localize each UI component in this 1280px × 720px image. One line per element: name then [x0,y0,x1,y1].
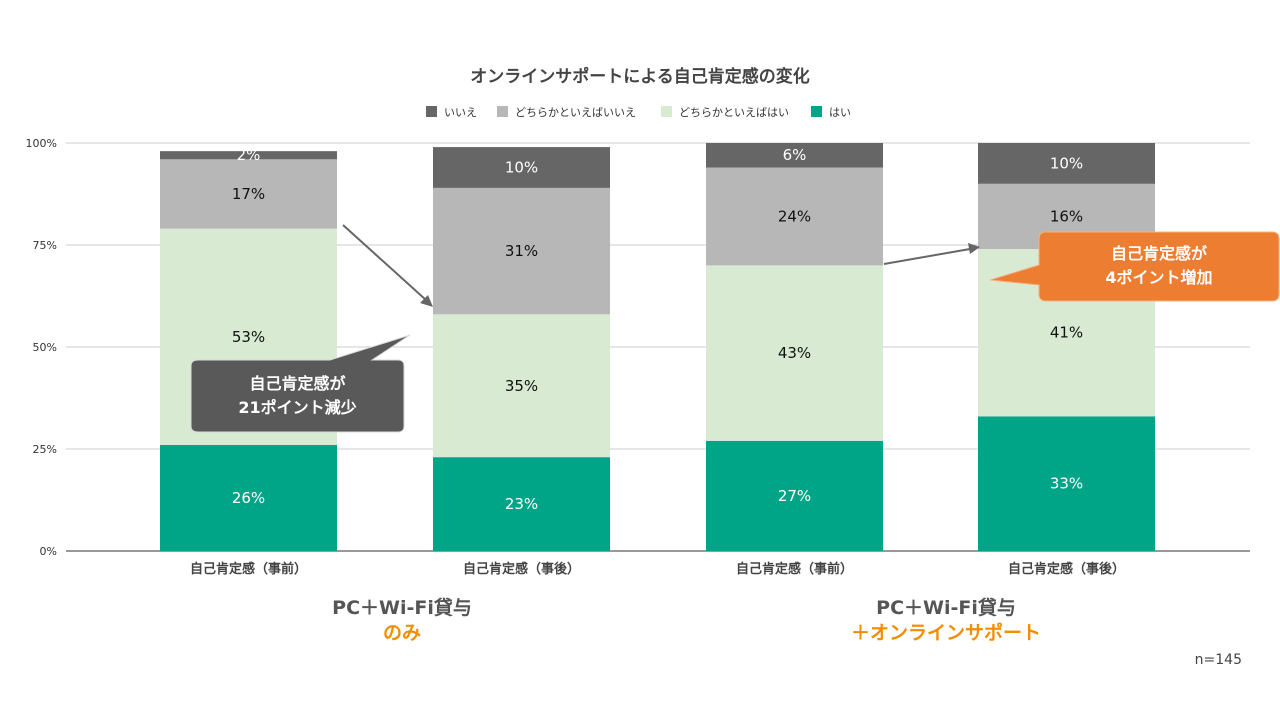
data-label: 53% [232,328,265,346]
callout-increase-line1: 自己肯定感が [1110,244,1207,263]
bar-segment [160,444,337,551]
group-label-1-line1: PC＋Wi-Fi貸与 [332,597,472,619]
legend: いいえ どちらかといえばいいえ どちらかといえばはい はい [426,106,851,119]
change-arrows [342,224,980,307]
x-tick-label: 自己肯定感（事前） [736,561,853,577]
bar-segment [433,457,610,551]
data-label: 26% [232,489,265,507]
x-tick-label: 自己肯定感（事後） [463,561,580,577]
x-tick-label: 自己肯定感（事前） [190,561,307,577]
arrow-increase [883,248,971,265]
data-label: 10% [1050,154,1083,172]
x-axis: 自己肯定感（事前） 自己肯定感（事後） 自己肯定感（事前） 自己肯定感（事後） [190,561,1125,577]
data-label: 27% [778,487,811,505]
data-label: 33% [1050,475,1083,493]
arrow-decrease-head [420,295,433,307]
bar-segment [706,440,883,551]
legend-label: いいえ [444,106,477,119]
chart-title: オンラインサポートによる自己肯定感の変化 [470,66,810,87]
group-label-2-line2: ＋オンラインサポート [850,622,1041,644]
x-tick-label: 自己肯定感（事後） [1008,561,1125,577]
data-label: 16% [1050,207,1083,225]
y-tick-label: 100% [26,137,57,150]
callout-decrease [190,334,411,433]
data-label: 17% [232,185,265,203]
bar-segment [433,314,610,458]
legend-label: どちらかといえばいいえ [515,106,636,119]
data-label: 10% [505,158,538,176]
legend-swatch [497,106,508,117]
group-label-2-line1: PC＋Wi-Fi貸与 [876,597,1016,619]
y-tick-label: 50% [33,341,57,354]
data-label: 31% [505,242,538,260]
legend-swatch [661,106,672,117]
group-label-2: PC＋Wi-Fi貸与 ＋オンラインサポート [796,596,1096,646]
arrow-decrease [342,224,427,301]
data-label: 6% [783,146,807,164]
callout-decrease-line2: 21ポイント減少 [238,398,357,417]
sample-size-label: n=145 [1194,652,1242,668]
callout-decrease-text: 自己肯定感が 21ポイント減少 [191,372,404,420]
callout-increase-line2: 4ポイント増加 [1105,268,1213,287]
bar-segment [978,416,1155,551]
y-tick-label: 25% [33,443,57,456]
data-label: 24% [778,207,811,225]
bar-segment [706,143,883,168]
data-label: 23% [505,495,538,513]
bar-segment [978,143,1155,184]
y-tick-label: 0% [40,545,57,558]
arrow-increase-head [968,243,980,254]
group-label-1-line2: のみ [382,622,421,644]
data-label: 35% [505,377,538,395]
bar-segment [433,147,610,188]
legend-swatch [811,106,822,117]
callout-increase [989,231,1280,302]
bar-segment [706,167,883,266]
bar-segment [433,187,610,315]
y-tick-label: 75% [33,239,57,252]
bar-segment [160,151,337,160]
callout-increase-text: 自己肯定感が 4ポイント増加 [1039,242,1279,290]
legend-label: どちらかといえばはい [679,106,789,119]
group-label-1: PC＋Wi-Fi貸与 のみ [252,596,552,646]
callout-decrease-line1: 自己肯定感が [249,374,346,393]
data-label: 43% [778,344,811,362]
legend-label: はい [829,106,851,119]
bar-segment [706,265,883,441]
legend-swatch [426,106,437,117]
data-label: 2% [237,146,261,164]
data-label: 41% [1050,324,1083,342]
bar-segment [160,159,337,229]
